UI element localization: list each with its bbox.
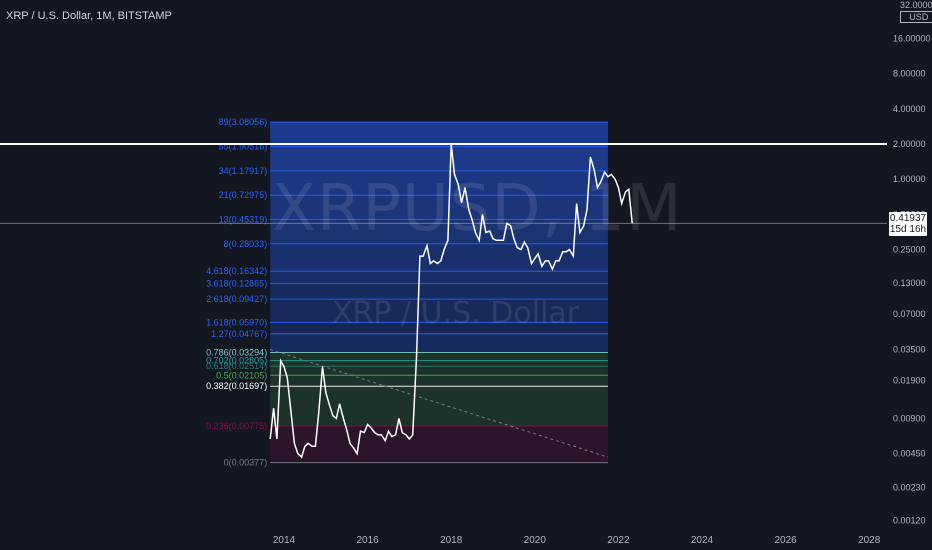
- price-scale-top-label: 32.00000: [900, 0, 932, 10]
- fib-zone: [270, 283, 608, 300]
- fib-zone: [270, 366, 608, 376]
- fib-zone: [270, 352, 608, 361]
- fib-level-label: 0.236(0.00775): [206, 421, 267, 431]
- x-axis-tick-label: 2014: [273, 535, 296, 546]
- fib-level-label: 34(1.17917): [219, 166, 268, 176]
- fib-level-label: 2.618(0.09427): [206, 294, 267, 304]
- fib-zone: [270, 243, 608, 272]
- last-price-value: 0.41937: [889, 213, 927, 224]
- y-axis-tick-label: 0.25000: [893, 245, 926, 255]
- price-scale-header: 32.00000 USD: [900, 0, 932, 23]
- fib-zone: [270, 375, 608, 387]
- fib-level-label: 0.5(0.02105): [216, 370, 267, 380]
- fib-level-label: 1.618(0.05970): [206, 317, 267, 327]
- y-axis-tick-label: 4.00000: [893, 104, 926, 114]
- watermark-name: XRP / U.S. Dollar: [332, 296, 580, 331]
- y-axis-tick-label: 0.01900: [893, 375, 926, 385]
- fib-level-label: 13(0.45319): [219, 214, 268, 224]
- fib-level-label: 4.618(0.16342): [206, 266, 267, 276]
- fib-zone: [270, 333, 608, 353]
- currency-badge[interactable]: USD: [900, 11, 932, 23]
- x-axis-tick-label: 2018: [440, 535, 463, 546]
- fib-level-label: 0.786(0.03294): [206, 348, 267, 358]
- y-axis-tick-label: 1.00000: [893, 174, 926, 184]
- fib-level-label: 0(0.00377): [224, 458, 268, 468]
- x-axis-tick-label: 2022: [607, 535, 630, 546]
- y-axis-tick-label: 0.13000: [893, 278, 926, 288]
- y-axis-tick-label: 0.00120: [893, 516, 926, 526]
- y-axis-tick-label: 0.03500: [893, 344, 926, 354]
- trend-line: [270, 348, 609, 458]
- y-axis-tick-label: 0.07000: [893, 309, 926, 319]
- x-axis-tick-label: 2028: [858, 535, 881, 546]
- last-price-countdown: 15d 16h: [889, 224, 927, 235]
- fib-zone: [270, 122, 608, 147]
- fib-level-label: 0.618(0.02514): [206, 361, 267, 371]
- watermark-symbol: XRPUSD, 1M: [272, 172, 683, 246]
- fib-zone: [270, 195, 608, 220]
- y-axis-tick-label: 2.00000: [893, 139, 926, 149]
- fib-zone: [270, 360, 608, 367]
- fib-level-label: 8(0.28033): [224, 239, 268, 249]
- fib-zone: [270, 299, 608, 323]
- x-axis-tick-label: 2016: [356, 535, 379, 546]
- chart-header-title: XRP / U.S. Dollar, 1M, BITSTAMP: [6, 10, 172, 22]
- x-axis-tick-label: 2024: [691, 535, 714, 546]
- fib-level-label: 3.618(0.12865): [206, 278, 267, 288]
- fib-level-label: 89(3.08056): [219, 117, 268, 127]
- fib-zone: [270, 146, 608, 171]
- fib-zone: [270, 426, 608, 463]
- last-price-tag: 0.41937 15d 16h: [889, 212, 927, 236]
- price-series-line: [269, 143, 633, 459]
- fib-level-label: 1.27(0.04767): [211, 329, 267, 339]
- y-axis-tick-label: 16.00000: [893, 33, 931, 43]
- x-axis-tick-label: 2020: [524, 535, 547, 546]
- fib-zone: [270, 322, 608, 334]
- fib-level-label: 55(1.90516): [219, 141, 268, 151]
- fib-zone: [270, 170, 608, 196]
- fib-zone: [270, 271, 608, 284]
- y-axis-tick-label: 0.00450: [893, 449, 926, 459]
- fib-level-label: 0.702(0.02805): [206, 356, 267, 366]
- fib-level-label: 0.382(0.01697): [206, 381, 267, 391]
- y-axis-tick-label: 0.00900: [893, 413, 926, 423]
- x-axis-tick-label: 2026: [774, 535, 797, 546]
- y-axis-tick-label: 8.00000: [893, 69, 926, 79]
- y-axis-tick-label: 0.00230: [893, 483, 926, 493]
- fib-level-label: 21(0.72975): [219, 190, 268, 200]
